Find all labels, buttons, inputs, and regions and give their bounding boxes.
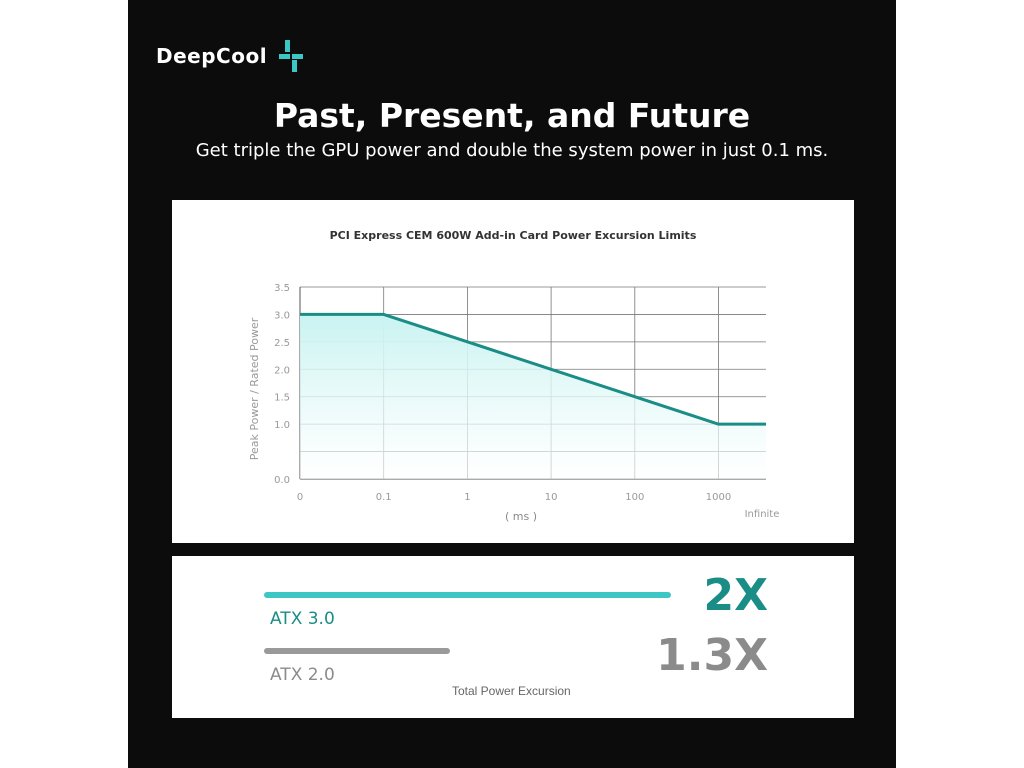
page-title: Past, Present, and Future [273,96,751,135]
y-axis-label: Peak Power / Rated Power [248,317,261,460]
atx3-label: ATX 3.0 [270,609,335,629]
y-tick-label: 2.0 [274,365,290,376]
y-tick-label: 1.5 [274,393,290,404]
page-subtitle: Get triple the GPU power and double the … [195,140,829,161]
comparison-card: ATX 3.0 2X ATX 2.0 1.3X Total Power Excu… [172,556,854,718]
atx3-multiplier: 2X [703,570,768,621]
chart-title: PCI Express CEM 600W Add-in Card Power E… [330,229,697,242]
chart-card: PCI Express CEM 600W Add-in Card Power E… [172,200,854,543]
brand-name: DeepCool [156,44,268,68]
atx3-bar [264,592,671,598]
y-tick-label: 1.0 [274,420,290,431]
x-tick-label: 10 [545,492,558,503]
power-excursion-chart: PCI Express CEM 600W Add-in Card Power E… [248,229,780,523]
y-tick-label: 3.5 [274,283,290,294]
atx2-label: ATX 2.0 [270,665,335,685]
promo-panel: DeepCool Past, Present, and Future Get t… [128,0,896,768]
x-axis-label: ( ms ) [505,510,537,523]
x-tick-label: 100 [625,492,644,503]
atx2-multiplier: 1.3X [656,630,768,681]
x-tick-label: 0 [297,492,303,503]
brand: DeepCool [156,40,305,72]
atx2-bar [264,648,450,654]
x-tick-label: 0.1 [376,492,392,503]
y-tick-label: 3.0 [274,310,290,321]
y-tick-label: 0.0 [274,475,290,486]
x-tick-label: 1000 [706,492,731,503]
series-area [300,314,766,479]
x-tick-label: Infinite [745,509,780,520]
deepcool-logo-mark-icon [279,40,304,72]
comparison-caption: Total Power Excursion [452,684,571,698]
x-tick-label: 1 [464,492,470,503]
y-tick-label: 2.5 [274,338,290,349]
